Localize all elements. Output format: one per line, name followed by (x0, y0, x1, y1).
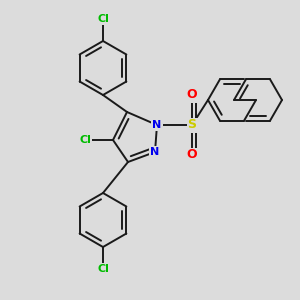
Text: Cl: Cl (97, 14, 109, 24)
Text: Cl: Cl (79, 135, 91, 145)
Text: N: N (150, 147, 160, 157)
Text: O: O (187, 88, 197, 101)
Text: O: O (187, 148, 197, 161)
Text: S: S (188, 118, 196, 131)
Text: Cl: Cl (97, 264, 109, 274)
Text: N: N (152, 120, 162, 130)
